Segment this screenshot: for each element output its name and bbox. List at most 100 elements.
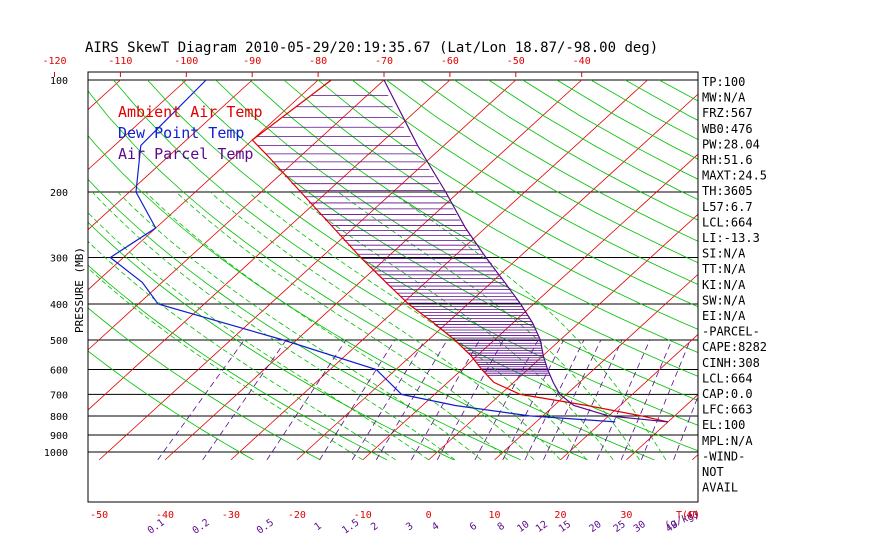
- index-value: TT:N/A: [702, 262, 746, 276]
- mixing-ratio-line: [566, 339, 623, 461]
- mixing-ratio-tick-label: 6: [468, 521, 479, 533]
- dry-adiabat-line: [88, 350, 254, 461]
- top-temperature-tick-label: -90: [243, 56, 261, 67]
- isotherm-line: [88, 79, 187, 171]
- index-value: PW:28.04: [702, 137, 760, 151]
- index-value: MW:N/A: [702, 91, 746, 105]
- mixing-ratio-tick-label: 15: [557, 519, 573, 535]
- index-value: CINH:308: [702, 356, 760, 370]
- moist-adiabat-line: [175, 191, 535, 461]
- mixing-ratio-line: [673, 395, 698, 461]
- mixing-ratio-line: [524, 339, 585, 461]
- index-value: AVAIL: [702, 481, 738, 495]
- mixing-ratio-tick-label: 20: [587, 519, 603, 535]
- isotherm-line: [88, 79, 385, 351]
- isotherm-line: [296, 93, 698, 461]
- mixing-ratio-line: [319, 339, 396, 461]
- isotherm-line: [88, 79, 253, 231]
- pressure-tick-label: 300: [50, 253, 68, 264]
- mixing-ratio-line: [202, 339, 287, 461]
- dry-adiabat-line: [488, 79, 698, 201]
- index-value: CAP:0.0: [702, 387, 753, 401]
- mixing-ratio-tick-label: 12: [534, 519, 550, 535]
- index-value: SW:N/A: [702, 293, 746, 307]
- index-value: WB0:476: [702, 122, 753, 136]
- index-value: EL:100: [702, 418, 745, 432]
- legend-entry: Air Parcel Temp: [118, 145, 253, 163]
- index-value: MPL:N/A: [702, 434, 753, 448]
- series-line: [251, 79, 669, 423]
- dry-adiabat-line: [215, 79, 698, 377]
- bottom-temperature-tick-label: 10: [489, 510, 501, 521]
- index-value: L57:6.7: [702, 200, 753, 214]
- moist-adiabat-line: [88, 212, 429, 461]
- index-value: MAXT:24.5: [702, 169, 767, 183]
- mixing-ratio-line: [375, 339, 448, 461]
- chart-title: AIRS SkewT Diagram 2010-05-29/20:19:35.6…: [85, 40, 658, 56]
- mixing-ratio-tick-label: 1: [313, 521, 324, 533]
- mixing-ratio-line: [502, 339, 564, 461]
- bottom-temperature-tick-label: -50: [90, 510, 108, 521]
- moist-adiabat-line: [88, 240, 396, 461]
- index-value: KI:N/A: [702, 278, 746, 292]
- isotherm-line: [428, 213, 698, 461]
- moist-adiabat-line: [88, 267, 364, 461]
- bottom-temperature-tick-label: -20: [288, 510, 306, 521]
- top-temperature-tick-label: -110: [108, 56, 132, 67]
- index-value: LCL:664: [702, 215, 753, 229]
- mixing-ratio-line: [640, 339, 691, 461]
- pressure-tick-label: 500: [50, 336, 68, 347]
- index-value: FRZ:567: [702, 106, 753, 120]
- bottom-temperature-tick-label: -30: [222, 510, 240, 521]
- dry-adiabat-line: [351, 79, 698, 285]
- top-temperature-tick-label: -60: [441, 56, 459, 67]
- top-temperature-tick-label: -50: [507, 56, 525, 67]
- dry-adiabat-line: [454, 79, 698, 221]
- mixing-ratio-tick-label: 25: [612, 519, 628, 535]
- pressure-tick-label: 1000: [44, 448, 68, 459]
- moist-adiabat-line: [390, 191, 667, 461]
- mixing-ratio-tick-label: 0.2: [191, 517, 212, 536]
- dry-adiabat-line: [88, 307, 321, 461]
- index-value: EI:N/A: [702, 309, 746, 323]
- isotherm-line: [230, 79, 648, 461]
- bottom-temperature-tick-label: 40: [686, 510, 698, 521]
- top-temperature-tick-label: -100: [174, 56, 198, 67]
- index-value: NOT: [702, 465, 724, 479]
- mixing-ratio-line: [620, 339, 673, 461]
- pressure-tick-label: 200: [50, 188, 68, 199]
- mixing-ratio-tick-label: 0.5: [255, 517, 276, 536]
- top-temperature-tick-label: -120: [42, 56, 66, 67]
- bottom-temperature-tick-label: 0: [426, 510, 432, 521]
- dry-adiabat-line: [386, 79, 698, 264]
- mixing-ratio-line: [157, 339, 245, 461]
- pressure-tick-label: 700: [50, 390, 68, 401]
- mixing-ratio-line: [596, 339, 651, 461]
- index-value: TP:100: [702, 75, 745, 89]
- index-value: RH:51.6: [702, 153, 753, 167]
- moist-adiabat-line: [209, 191, 561, 461]
- mixing-ratio-tick-label: 8: [496, 521, 507, 533]
- dry-adiabat-line: [317, 79, 698, 308]
- index-value: CAPE:8282: [702, 340, 767, 354]
- mixing-ratio-tick-label: 10: [515, 519, 531, 535]
- series-line: [383, 79, 669, 423]
- isotherm-line: [88, 79, 121, 111]
- top-temperature-tick-label: -40: [573, 56, 591, 67]
- isotherm-line: [88, 79, 451, 411]
- bottom-temperature-tick-label: -40: [156, 510, 174, 521]
- pressure-tick-label: 600: [50, 365, 68, 376]
- dry-adiabat-line: [420, 79, 698, 242]
- isotherm-line: [824, 80, 870, 460]
- moist-adiabat-line: [145, 191, 508, 461]
- dry-adiabat-line: [88, 135, 588, 461]
- legend-entry: Ambient Air Temp: [118, 103, 263, 121]
- isotherm-line: [494, 273, 698, 461]
- isotherm-line: [88, 79, 319, 291]
- legend: Ambient Air Temp Dew Point Temp Air Parcel…: [118, 103, 263, 163]
- isotherm-line: [0, 80, 55, 460]
- top-temperature-tick-label: -70: [375, 56, 393, 67]
- mixing-ratio-line: [351, 339, 426, 461]
